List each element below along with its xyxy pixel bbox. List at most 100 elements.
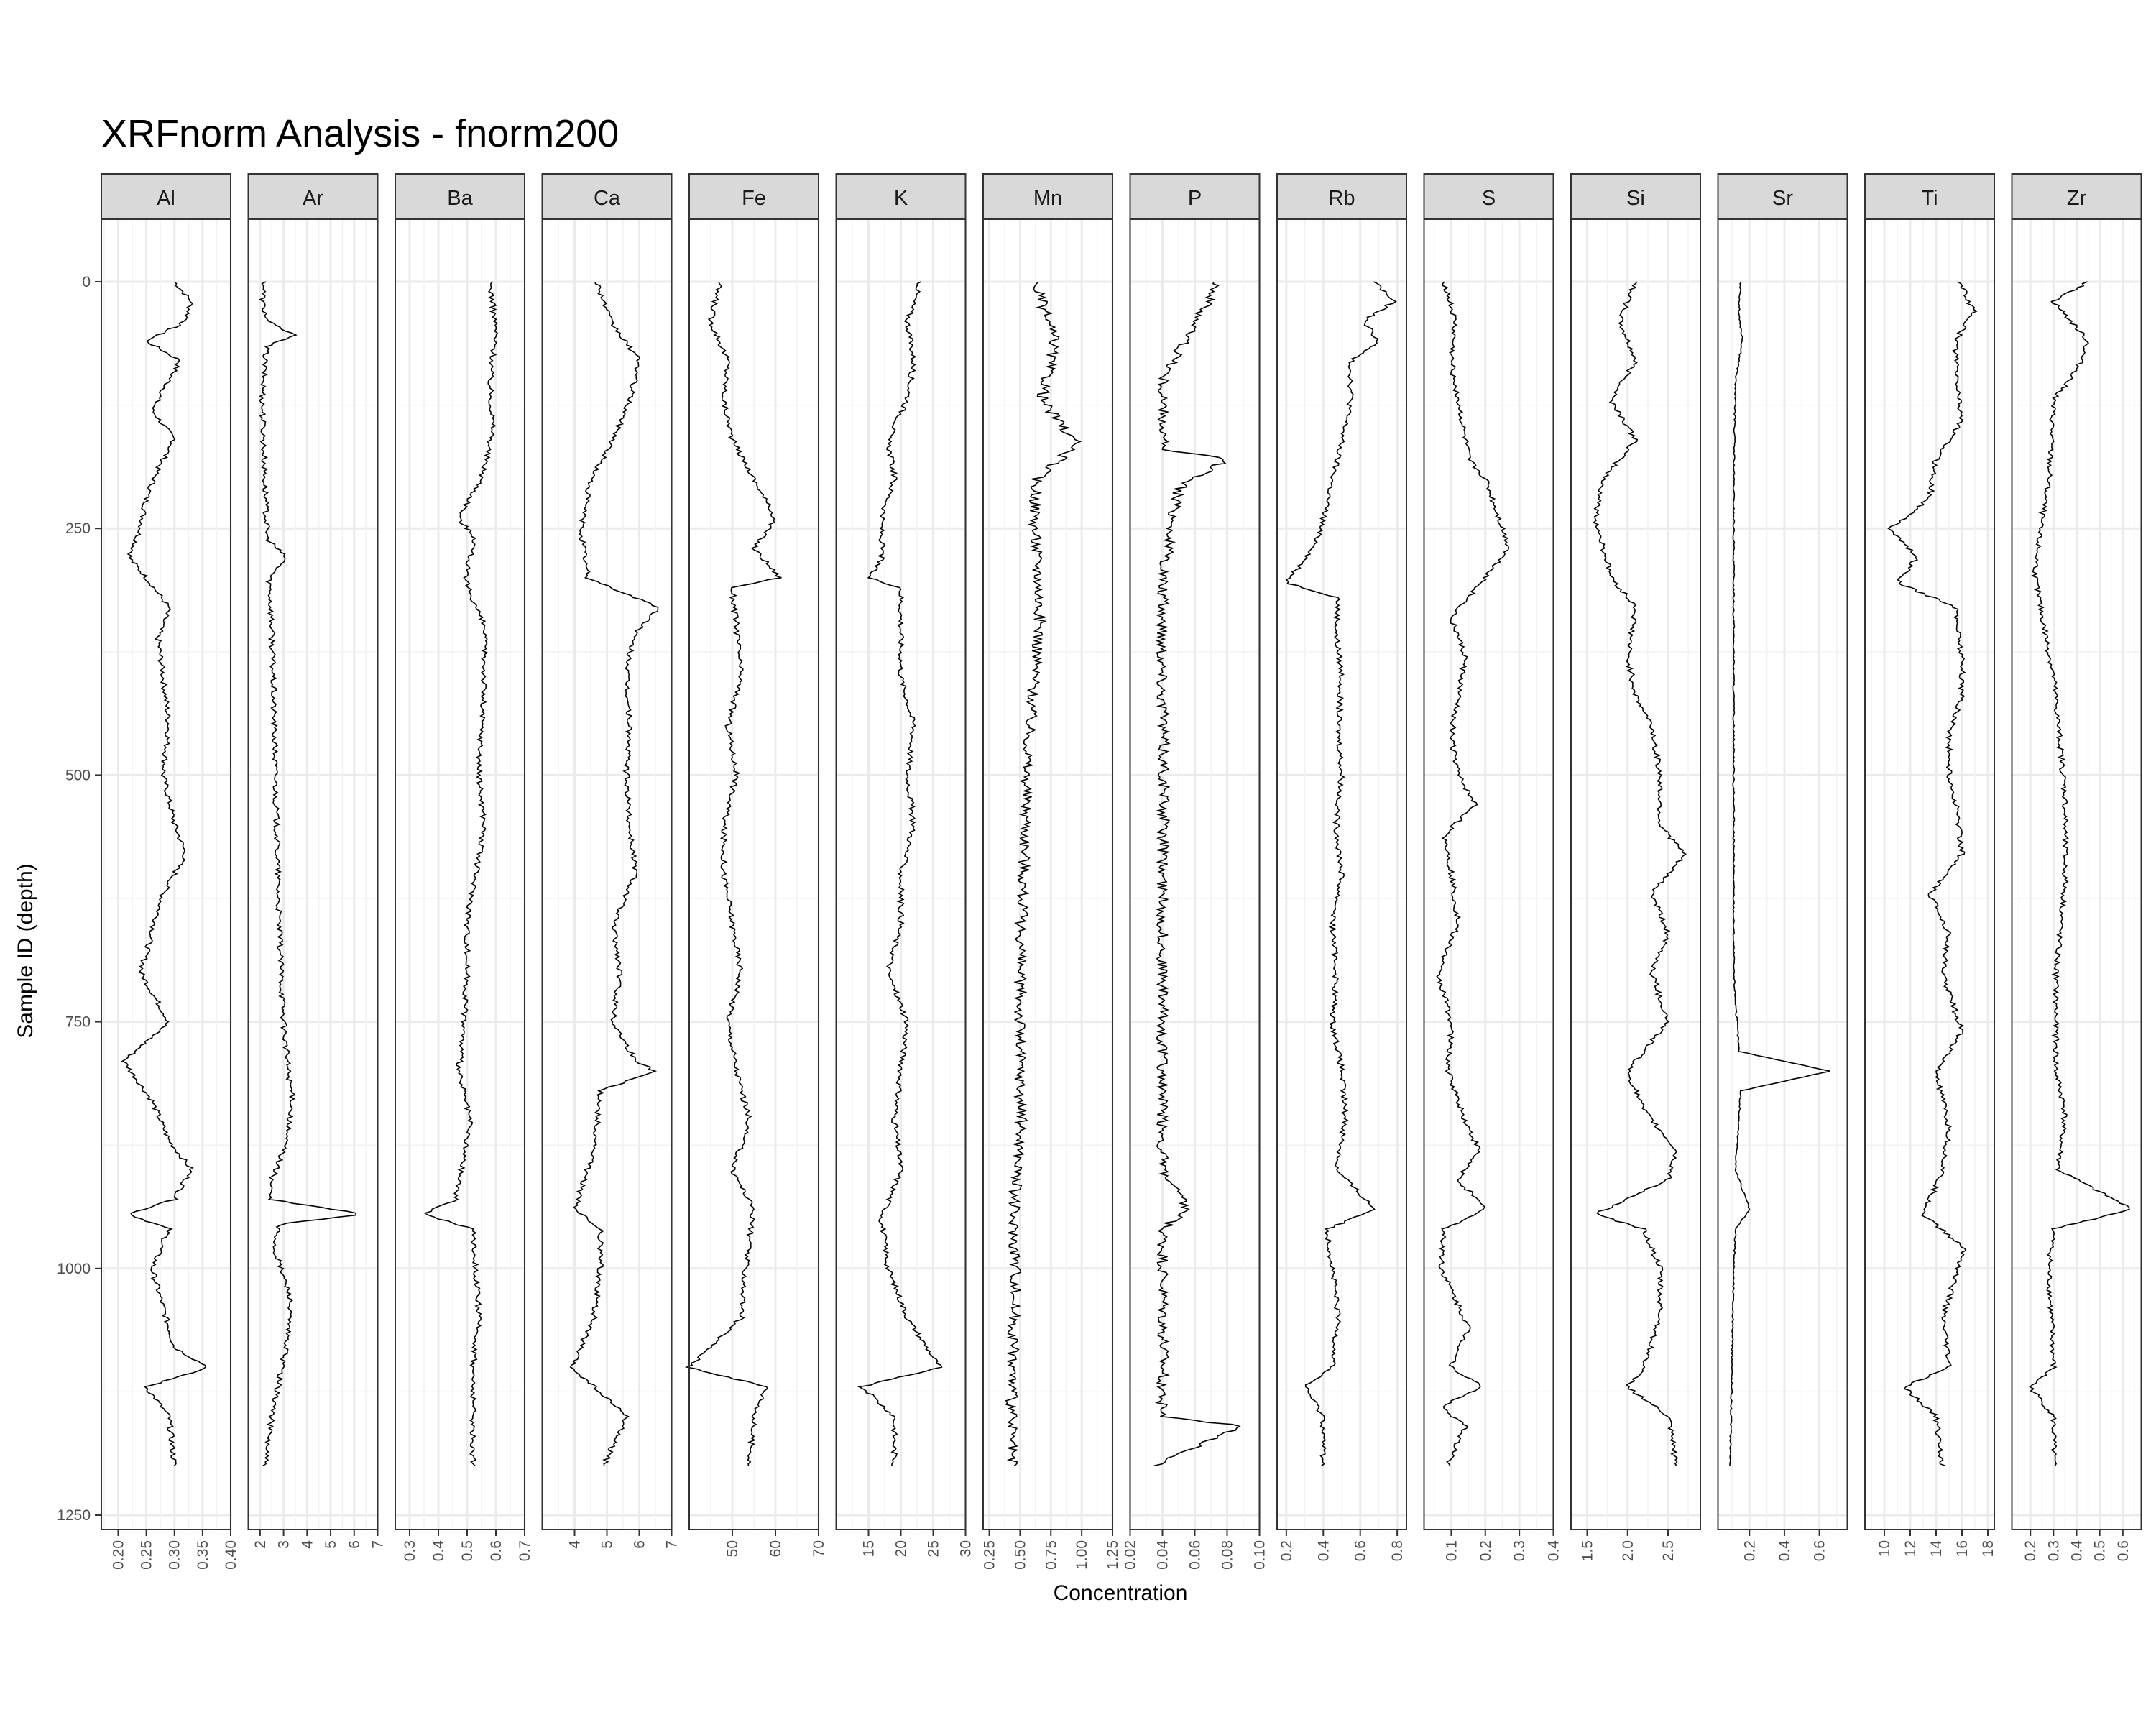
series-line-k (857, 281, 943, 1466)
series-line-ar (258, 281, 357, 1467)
y-axis-title: Sample ID (depth) (14, 863, 37, 1038)
x-tick-label: 0.2 (1741, 1540, 1758, 1561)
facet-panel-ti: Ti 10 12 14 16 18 (1864, 173, 1996, 1557)
x-tick-label: 0.50 (1012, 1540, 1028, 1570)
x-tick-label: 16 (1954, 1540, 1971, 1557)
panel-background (395, 219, 525, 1530)
panel-grid (1571, 219, 1700, 1530)
y-tick-label: 1000 (57, 1261, 91, 1277)
x-tick-label: 0.7 (517, 1540, 533, 1561)
facet-strip-label: Ba (447, 187, 473, 210)
panel-grid (247, 219, 379, 1530)
x-tick-label: 0.04 (1155, 1540, 1171, 1570)
panel-background (1424, 219, 1554, 1530)
facet-panel-fe: Fe 50 60 70 (684, 173, 827, 1557)
y-tick-label: 500 (65, 767, 91, 783)
series-line-si (1592, 281, 1687, 1466)
facet-panel-ar: Ar 2 3 4 5 6 7 (247, 173, 387, 1549)
panel-border (101, 218, 231, 1530)
facet-strip (1864, 173, 1995, 220)
x-tick-label: 18 (1980, 1540, 1996, 1557)
y-tick-label: 1250 (57, 1507, 91, 1524)
x-tick-label: 0.35 (195, 1540, 211, 1570)
facet-panel-sr: Sr 0.2 0.4 0.6 (1717, 173, 1848, 1561)
x-tick-label: 0.3 (402, 1540, 418, 1561)
facet-strip-label: Zr (2067, 187, 2087, 210)
x-tick-label: 0.20 (110, 1540, 126, 1570)
x-tick-label: 0.6 (488, 1540, 505, 1561)
facet-panel-si: Si 1.5 2.0 2.5 (1570, 173, 1701, 1561)
x-tick-label: 4 (299, 1540, 315, 1549)
panel-border (1570, 218, 1701, 1530)
x-tick-label: 0.3 (2045, 1540, 2062, 1561)
facet-strip (1276, 173, 1407, 220)
x-tick-label: 7 (370, 1540, 387, 1549)
facet-strip-label: Fe (742, 187, 766, 210)
x-tick-label: 10 (1876, 1540, 1893, 1557)
panel-border (688, 218, 819, 1530)
facet-strip (688, 173, 819, 220)
facet-strip (1129, 173, 1261, 220)
facet-strip-label: Rb (1328, 187, 1355, 210)
x-tick-label: 0.40 (223, 1540, 239, 1570)
facet-strip-label: Al (157, 187, 175, 210)
chart-title: XRFnorm Analysis - fnorm200 (101, 112, 619, 155)
x-tick-label: 0.25 (139, 1540, 155, 1570)
facet-strip-label: S (1482, 187, 1496, 210)
facet-panel-s: S 0.1 0.2 0.3 0.4 (1423, 173, 1562, 1562)
facet-panel-k: K 15 20 25 30 (835, 173, 975, 1557)
series-line-mn (1005, 281, 1082, 1467)
facet-strip (2011, 173, 2142, 220)
x-tick-label: 20 (893, 1540, 910, 1557)
series-line-ti (1887, 281, 1978, 1467)
y-tick-label: 0 (82, 274, 91, 290)
x-tick-label: 0.5 (2092, 1540, 2109, 1561)
x-tick-label: 0.6 (1812, 1540, 1828, 1561)
x-tick-label: 4 (567, 1540, 584, 1549)
facet-strip (1717, 173, 1848, 220)
x-tick-label: 0.2 (1279, 1540, 1295, 1561)
panel-border (395, 218, 525, 1530)
x-tick-label: 0.8 (1389, 1540, 1406, 1561)
panel-border (1717, 218, 1848, 1530)
facet-strip-label: P (1188, 187, 1202, 210)
x-tick-label: 0.6 (1353, 1540, 1369, 1561)
facet-strip-label: K (894, 187, 908, 210)
panel-background (983, 219, 1112, 1530)
panel-background (1718, 219, 1848, 1530)
x-tick-label: 0.02 (1123, 1540, 1139, 1570)
facet-strip-label: Mn (1033, 187, 1062, 210)
x-tick-label: 0.4 (1546, 1540, 1562, 1562)
x-tick-label: 7 (664, 1540, 681, 1549)
x-tick-label: 1.5 (1580, 1540, 1596, 1561)
panel-background (248, 219, 378, 1530)
x-tick-label: 0.4 (1315, 1540, 1332, 1562)
x-tick-label: 0.30 (167, 1540, 183, 1570)
panel-border (1276, 218, 1407, 1530)
panel-background (1865, 219, 1994, 1530)
facet-panel-rb: Rb 0.2 0.4 0.6 0.8 (1276, 173, 1407, 1562)
x-tick-label: 3 (276, 1540, 292, 1549)
x-tick-label: 0.4 (430, 1540, 447, 1562)
series-line-sr (1729, 281, 1830, 1466)
series-line-p (1153, 281, 1241, 1467)
x-tick-label: 15 (861, 1540, 877, 1557)
panel-border (1864, 218, 1995, 1530)
facet-panel-ca: Ca 4 5 6 7 (541, 173, 681, 1549)
facet-panel-zr: Zr 0.2 0.3 0.4 0.5 0.6 (2011, 173, 2142, 1561)
panel-grid (2012, 219, 2142, 1530)
x-tick-label: 0.2 (1478, 1540, 1494, 1561)
facet-strip-label: Ar (303, 187, 323, 210)
x-tick-label: 50 (724, 1540, 741, 1557)
x-tick-label: 6 (346, 1540, 363, 1549)
facet-panel-p: P 0.02 0.04 0.06 0.08 0.10 (1123, 173, 1268, 1570)
x-tick-label: 2.5 (1660, 1540, 1677, 1561)
x-tick-label: 0.3 (1511, 1540, 1528, 1561)
facet-strip (247, 173, 379, 220)
series-line-ca (569, 281, 659, 1466)
x-tick-label: 5 (323, 1540, 339, 1549)
panel-background (101, 219, 231, 1530)
series-line-zr (2029, 281, 2130, 1466)
x-tick-label: 0.1 (1443, 1540, 1460, 1561)
